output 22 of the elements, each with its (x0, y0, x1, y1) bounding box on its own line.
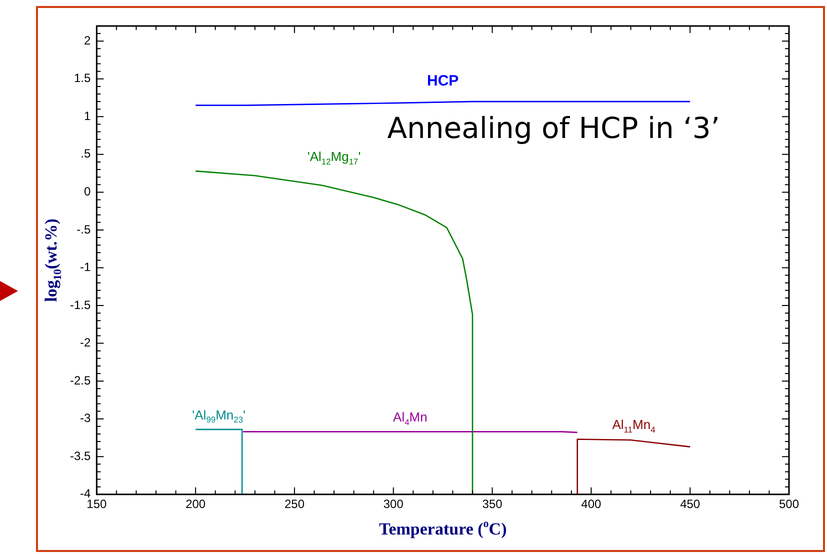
x-tick-label: 450 (680, 496, 700, 511)
y-tick-label: 0 (84, 184, 91, 199)
x-tick-label: 500 (778, 496, 800, 511)
series-label: HCP (427, 72, 459, 90)
x-tick-label: 250 (284, 496, 305, 511)
y-tick-label: -1 (80, 260, 91, 274)
x-tick-label: 400 (581, 496, 602, 511)
y-tick-label: 1 (84, 108, 91, 123)
y-tick-label: -3 (80, 411, 91, 426)
y-tick-label: .5 (80, 146, 91, 161)
y-tick-label: 1.5 (74, 71, 91, 86)
annotation: Annealing of HCP in ‘3’ (387, 111, 720, 145)
x-tick-label: 350 (482, 496, 503, 511)
x-tick-label: 300 (383, 496, 404, 511)
y-tick-label: -3.5 (70, 448, 91, 463)
y-tick-label: -.5 (76, 222, 91, 236)
y-tick-label: -2 (80, 336, 91, 350)
x-tick-label: 200 (186, 496, 206, 511)
y-tick-label: 2 (84, 33, 91, 48)
y-tick-label: -2.5 (70, 373, 91, 388)
y-axis-title: log10(wt.%) (42, 218, 64, 302)
y-tick-label: -1.5 (70, 298, 91, 312)
